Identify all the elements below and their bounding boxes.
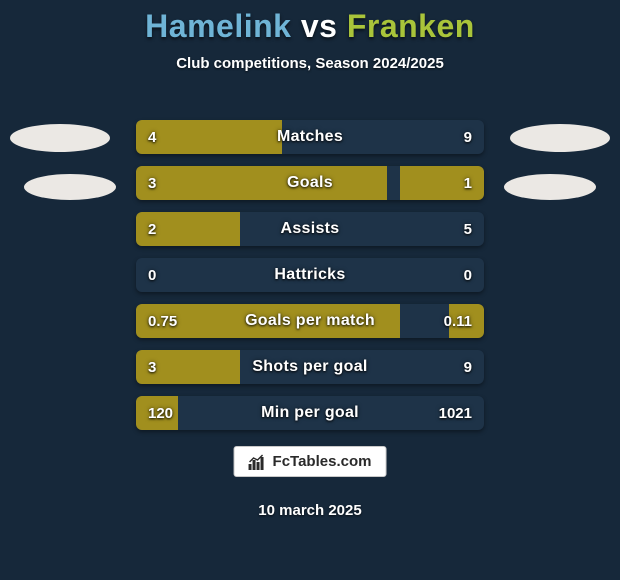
avatar-placeholder-left-2: [24, 174, 116, 200]
avatar-placeholder-left-1: [10, 124, 110, 152]
stat-row: 31Goals: [136, 166, 484, 200]
stat-label: Min per goal: [136, 396, 484, 430]
stat-bars-container: 49Matches 31Goals 25Assists 00Hattricks 0.75…: [136, 120, 484, 442]
stat-label: Matches: [136, 120, 484, 154]
brand-text: FcTables.com: [273, 453, 372, 470]
stat-row: 39Shots per goal: [136, 350, 484, 384]
stat-row: 1201021Min per goal: [136, 396, 484, 430]
stat-label: Assists: [136, 212, 484, 246]
brand-badge: FcTables.com: [234, 446, 387, 477]
stat-row: 0.750.11Goals per match: [136, 304, 484, 338]
stat-label: Shots per goal: [136, 350, 484, 384]
vs-text: vs: [301, 8, 338, 44]
avatar-placeholder-right-2: [504, 174, 596, 200]
subtitle: Club competitions, Season 2024/2025: [0, 55, 620, 72]
player2-name: Franken: [347, 8, 475, 44]
stat-label: Hattricks: [136, 258, 484, 292]
stat-row: 00Hattricks: [136, 258, 484, 292]
footer-date: 10 march 2025: [0, 502, 620, 519]
stat-row: 49Matches: [136, 120, 484, 154]
stat-label: Goals per match: [136, 304, 484, 338]
player1-name: Hamelink: [145, 8, 291, 44]
chart-icon: [249, 454, 267, 470]
comparison-title: Hamelink vs Franken: [0, 0, 620, 45]
stat-row: 25Assists: [136, 212, 484, 246]
stat-label: Goals: [136, 166, 484, 200]
avatar-placeholder-right-1: [510, 124, 610, 152]
